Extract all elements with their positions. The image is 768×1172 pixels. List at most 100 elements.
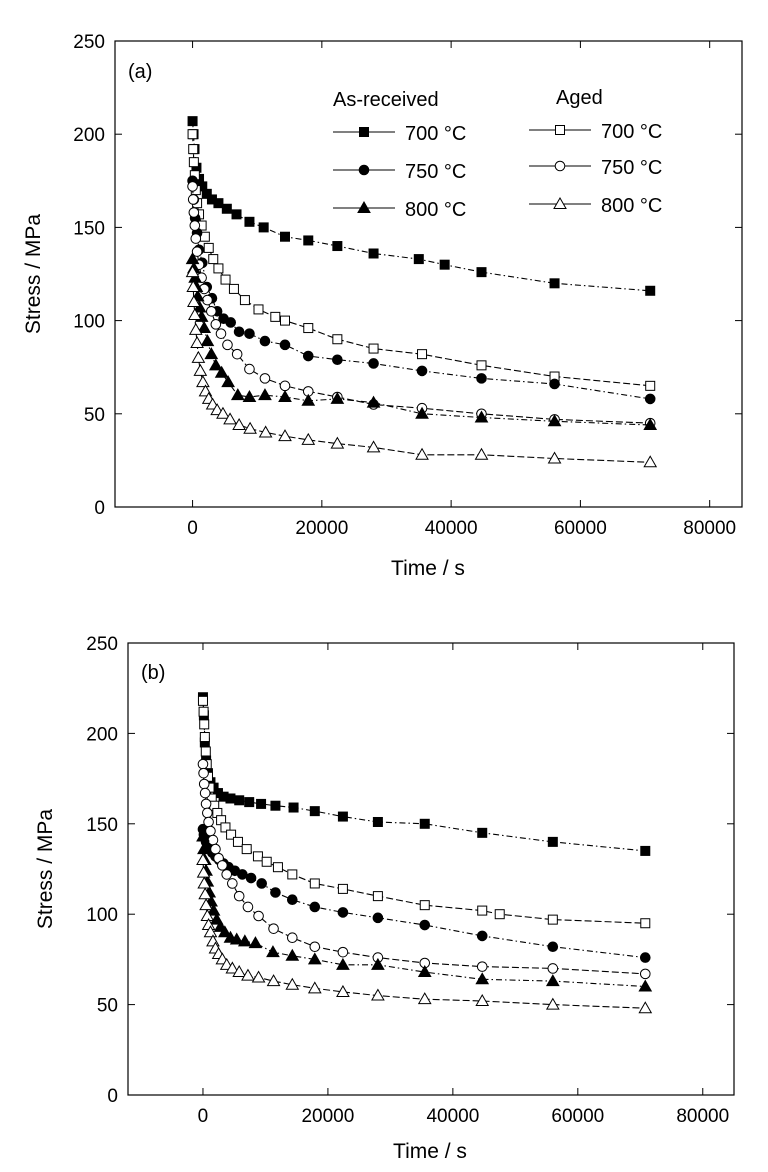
y-tick-label: 50 [97,996,118,1017]
series-as-received-800-c-b-point [197,842,211,855]
series-group-a [185,116,658,468]
series-as-received-700-c-b-point [640,845,651,856]
series-aged-750-c-b-point [287,932,298,944]
y-tick-label: 0 [94,498,105,519]
series-as-received-800-c-a-point [301,393,316,406]
legend-item-as-received-800-c: 800 °C [333,199,466,221]
series-as-received-800-c-b-point [307,952,322,965]
legend: As-received Aged 700 °C 750 °C 800 °C 700 °… [333,87,662,221]
series-aged-800-c-a-point [186,280,201,293]
series-aged-700-c-b-point [477,905,488,916]
series-as-received-800-c-b-point [417,965,432,978]
series-aged-800-c-b-point [196,852,210,865]
series-as-received-800-c-b-point [237,934,252,947]
series-as-received-750-c-a-point [279,339,291,351]
series-aged-750-c-b-point [476,961,488,972]
series-aged-750-c-b-point [309,941,321,953]
legend-items: 700 °C 750 °C 800 °C 700 °C 750 °C 800 °C [333,121,662,221]
series-as-received-800-c-a-point [185,252,200,265]
series-aged-800-c-a-point [330,436,345,449]
series-as-received-800-c-b-point [638,979,653,992]
series-as-received-800-c-a-point [197,321,212,334]
series-as-received-750-c-b-point [309,901,321,913]
legend-item-aged-700-c: 700 °C [529,121,662,143]
series-aged-800-c-a-point [474,447,489,460]
series-as-received-800-c-a-point [258,388,272,401]
x-axis-title-a: Time / s [391,557,465,580]
y-ticks-b: 0 50 100 150 200 250 [86,634,734,1107]
legend-marker-circle [358,164,370,176]
x-tick-label: 20000 [295,518,348,539]
y-tick-label: 150 [73,218,105,239]
y-tick-label: 50 [84,405,105,426]
series-aged-800-c-a-point [187,308,202,321]
series-aged-750-c-a-point [210,319,222,330]
series-aged-700-c-b-point [272,862,283,873]
series-aged-750-c-b-point [198,767,209,779]
series-aged-700-c-b-point [419,900,430,911]
series-aged-750-c-a-point [206,305,217,317]
series-aged-700-c-a-point [368,343,379,354]
x-tick-label: 40000 [426,1106,479,1127]
series-aged-800-c-b-point [199,898,213,911]
series-aged-800-c-b-point [371,988,385,1001]
series-as-received-750-c-b-point [256,878,267,889]
series-as-received-800-c-a-point [221,375,235,388]
series-aged-700-c-a-point [645,380,656,391]
series-as-received-750-c-a-point [332,354,343,366]
series-as-received-750-c-b-point [372,912,384,924]
series-as-received-750-c-a-point [476,373,487,384]
series-aged-700-c-b-point [494,909,505,920]
x-tick-label: 0 [187,518,198,539]
series-as-received-750-c-a-point [416,365,428,377]
x-tick-label: 80000 [683,518,736,539]
legend-item-aged-750-c: 750 °C [529,157,662,179]
series-as-received-700-c-b-point [288,802,299,813]
x-axis-title-b: Time / s [393,1140,467,1163]
series-aged-800-c-a-point [216,406,230,419]
series-aged-750-c-a-point [189,220,201,231]
y-tick-label: 200 [73,125,105,146]
series-aged-750-c-b-point [217,860,228,871]
series-as-received-700-c-b-point [477,827,488,838]
y-axis-title-b: Stress / MPa [34,809,57,930]
series-aged-700-c-a-point [228,283,239,294]
series-as-received-800-c-b-point [475,972,490,985]
series-aged-700-c-b-point [252,851,263,862]
series-as-received-800-c-b-point [371,957,385,970]
plot-frame-a [114,40,743,508]
series-aged-750-c-b-point [200,798,212,810]
series-aged-750-c-a-point [202,294,213,306]
series-as-received-750-c-b-point [237,869,248,880]
series-as-received-800-c-b-point [248,936,263,949]
series-aged-700-c-b-point [198,706,209,717]
y-tick-label: 0 [107,1086,118,1107]
series-as-received-750-c-a-line [192,180,651,400]
legend-group-title-aged: Aged [556,87,603,109]
legend-marker-circle [554,160,566,172]
series-as-received-700-c-b-point [270,800,281,811]
chart-panel-a: (a) Time / s Stress / MPa 0 50 100 150 200 25… [22,32,743,580]
series-aged-700-c-a-point [303,323,314,334]
series-aged-700-c-a-point [208,254,219,265]
series-as-received-700-c-b-point [337,811,348,822]
series-aged-750-c-b-point [202,807,213,819]
series-as-received-700-c-a-point [201,188,212,199]
series-aged-700-c-a-point [203,242,214,253]
legend-group-title-as-received: As-received [333,89,439,111]
series-aged-700-c-a-point [188,157,199,168]
series-aged-700-c-a-point [332,334,343,345]
legend-label: 800 °C [405,199,466,221]
series-as-received-750-c-b-point [245,872,257,884]
series-as-received-700-c-a-point [549,278,560,289]
series-aged-750-c-a-point [244,363,255,375]
series-as-received-700-c-b-point [244,797,255,808]
series-aged-800-c-b [196,852,653,1014]
series-aged-800-c-b-point [638,1001,653,1014]
series-aged-700-c-a-point [280,315,291,326]
legend-label: 700 °C [405,123,466,145]
series-aged-700-c-a-point [476,360,487,371]
y-tick-label: 200 [86,724,118,745]
series-as-received-750-c-a-point [644,393,656,405]
